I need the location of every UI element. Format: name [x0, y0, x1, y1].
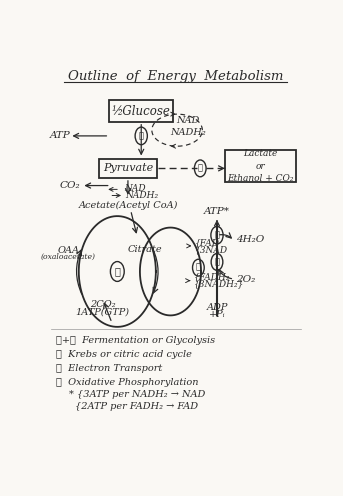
Text: ADP: ADP — [206, 303, 228, 312]
Bar — [109, 100, 173, 122]
Text: ③: ③ — [114, 267, 120, 276]
Text: {3NADH₂}: {3NADH₂} — [194, 279, 244, 288]
Text: 2O₂: 2O₂ — [236, 275, 255, 284]
Text: (oxaloacetate): (oxaloacetate) — [40, 252, 96, 260]
Text: ATP: ATP — [50, 131, 71, 140]
Text: 1ATP(GTP): 1ATP(GTP) — [76, 307, 130, 316]
Text: Pyruvate: Pyruvate — [103, 163, 153, 174]
Text: 4H₂O: 4H₂O — [236, 235, 264, 245]
Text: ④  Electron Transport: ④ Electron Transport — [56, 364, 163, 373]
Text: NADH₂: NADH₂ — [125, 191, 158, 200]
Text: ①: ① — [139, 132, 144, 140]
Text: {FAD: {FAD — [195, 239, 220, 248]
Text: OAA: OAA — [57, 246, 79, 255]
Text: Citrate: Citrate — [128, 245, 163, 254]
Text: ④: ④ — [214, 258, 220, 266]
Text: {3NAD: {3NAD — [195, 245, 228, 254]
Text: Lactate
or
Ethanol + CO₂: Lactate or Ethanol + CO₂ — [227, 149, 294, 183]
Text: Outline  of  Energy  Metabolism: Outline of Energy Metabolism — [68, 70, 284, 83]
Bar — [225, 150, 296, 183]
Text: ATP*: ATP* — [204, 207, 230, 216]
Text: +Pᵢ: +Pᵢ — [209, 310, 225, 319]
Text: {FADH₂: {FADH₂ — [194, 273, 230, 282]
Text: ⑤: ⑤ — [214, 231, 220, 239]
Text: CO₂: CO₂ — [59, 181, 80, 190]
Text: ④: ④ — [196, 264, 201, 272]
Bar — [99, 159, 157, 178]
Text: ③  Krebs or citric acid cycle: ③ Krebs or citric acid cycle — [56, 350, 192, 359]
Text: ②: ② — [198, 164, 203, 173]
Text: ½Glucose: ½Glucose — [112, 105, 171, 118]
Text: 2CO₂: 2CO₂ — [90, 300, 116, 309]
Text: * {3ATP per NADH₂ → NAD: * {3ATP per NADH₂ → NAD — [69, 390, 206, 399]
Text: ②+①  Fermentation or Glycolysis: ②+① Fermentation or Glycolysis — [56, 336, 215, 346]
Text: NAD: NAD — [124, 184, 145, 193]
Text: NAD: NAD — [176, 116, 199, 125]
Text: Acetate(Acetyl CoA): Acetate(Acetyl CoA) — [78, 201, 178, 210]
Text: NADH₂: NADH₂ — [171, 128, 206, 137]
Text: {2ATP per FADH₂ → FAD: {2ATP per FADH₂ → FAD — [75, 402, 198, 411]
Text: ⑤  Oxidative Phosphorylation: ⑤ Oxidative Phosphorylation — [56, 378, 199, 387]
